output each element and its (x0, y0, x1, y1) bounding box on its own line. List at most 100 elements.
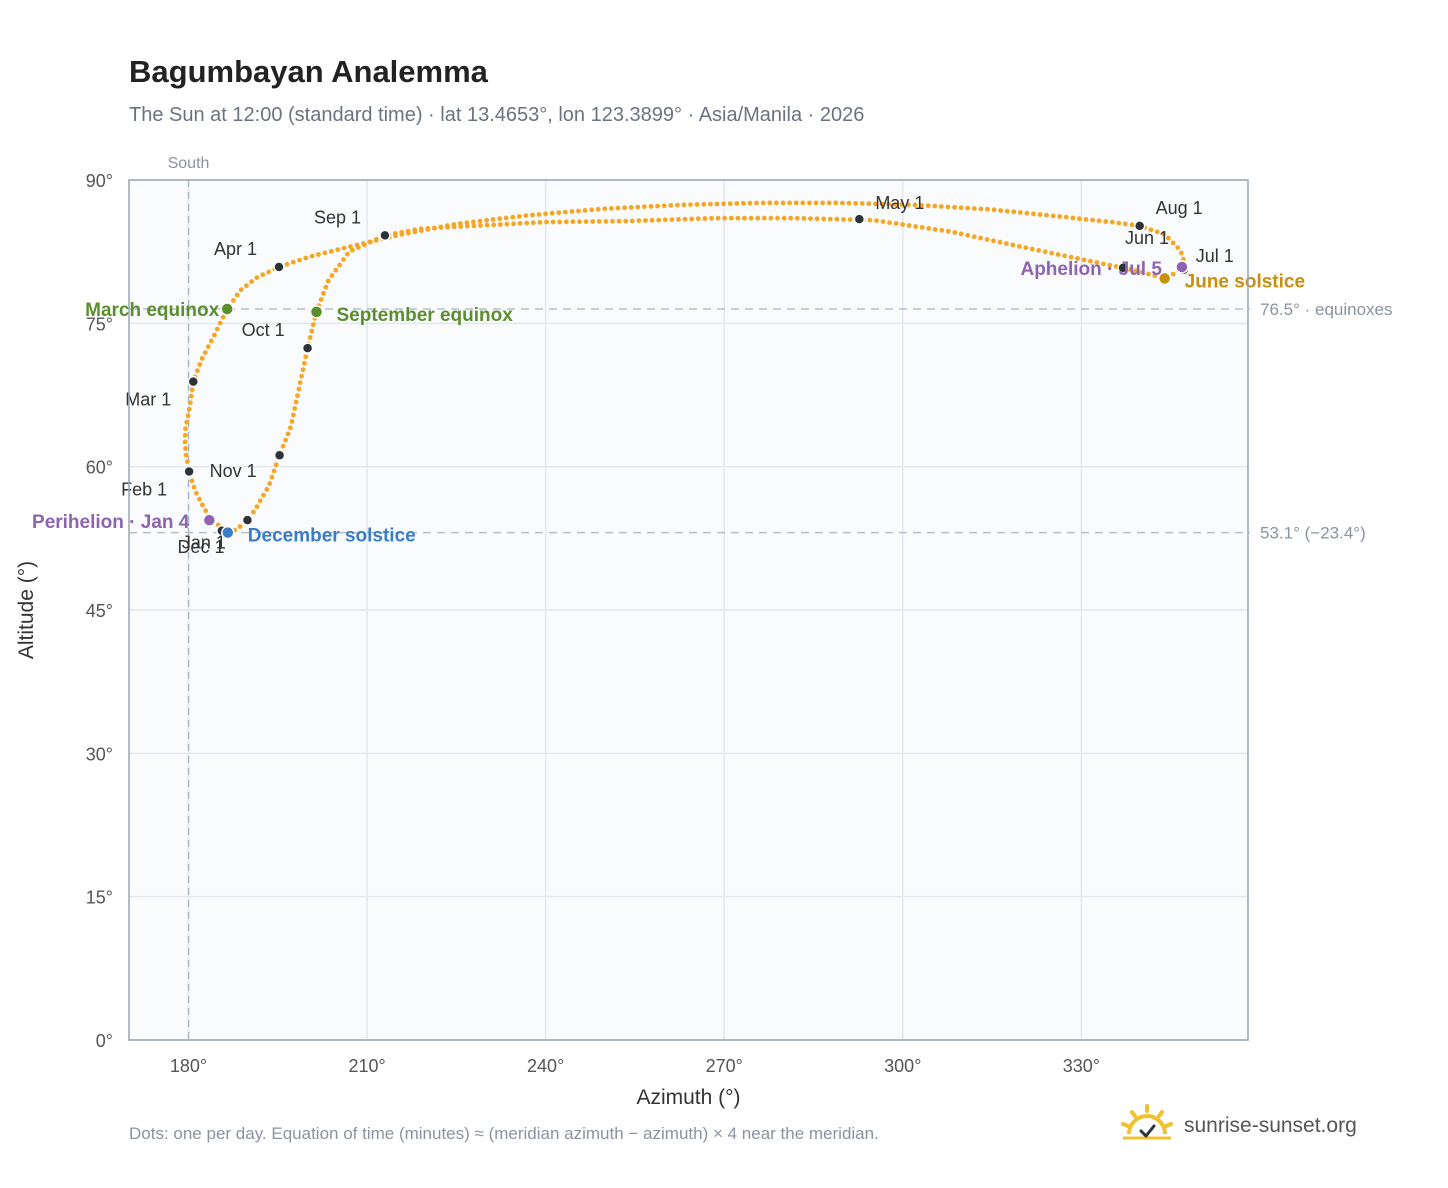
day-dot (523, 213, 529, 219)
month-marker: May 1 (853, 193, 924, 225)
day-dot (337, 262, 342, 268)
day-dot (530, 212, 535, 218)
day-dot (1094, 260, 1100, 265)
day-dot (374, 236, 379, 242)
day-dot (900, 222, 905, 227)
day-dot (471, 223, 477, 229)
day-dot (1077, 216, 1082, 222)
day-dot (1109, 219, 1115, 225)
day-dot (297, 380, 303, 385)
day-dot (191, 484, 197, 490)
day-dot (1088, 258, 1093, 264)
day-dot (906, 223, 912, 228)
south-label: South (168, 155, 210, 172)
month-dot (379, 229, 391, 242)
month-dot (183, 465, 195, 478)
day-dot (1179, 250, 1184, 256)
day-dot (583, 219, 589, 225)
day-dot (328, 248, 334, 254)
day-dot (189, 478, 195, 484)
day-dot (932, 203, 938, 209)
day-dot (655, 203, 660, 209)
event-label: Aphelion · Jul 5 (1020, 259, 1162, 280)
day-dot (341, 257, 346, 262)
day-dot (321, 290, 326, 296)
day-dot (543, 211, 548, 217)
event-marker: December solstice (221, 526, 416, 547)
x-axis-label: Azimuth (°) (636, 1086, 740, 1109)
day-dot (183, 452, 189, 458)
day-dot (800, 200, 806, 206)
day-dot (589, 207, 595, 213)
day-dot (1103, 219, 1109, 224)
day-dot (827, 216, 833, 222)
day-dot (913, 224, 919, 229)
day-dot (775, 215, 780, 221)
month-dot (241, 514, 254, 526)
day-dot (834, 216, 840, 222)
day-dot (879, 201, 885, 207)
day-dot (214, 326, 220, 332)
day-dot (675, 202, 680, 208)
day-dot (205, 344, 211, 350)
brand-name: sunrise-sunset.org (1184, 1114, 1357, 1137)
day-dot (1010, 242, 1016, 248)
day-dot (847, 217, 853, 223)
day-dot (267, 481, 273, 486)
chart-subtitle: The Sun at 12:00 (standard time) · lat 1… (129, 104, 865, 126)
day-dot (412, 227, 418, 233)
day-dot (280, 443, 286, 449)
day-dot (1166, 235, 1171, 241)
day-dot (978, 206, 984, 212)
day-dot (231, 298, 236, 303)
day-dot (260, 272, 266, 278)
day-dot (866, 201, 872, 207)
day-dot (1042, 249, 1048, 255)
day-dot (368, 239, 373, 245)
day-dot (1031, 211, 1036, 217)
day-dot (628, 205, 634, 210)
day-dot (709, 215, 714, 221)
month-dot (301, 342, 314, 354)
day-dot (1139, 269, 1145, 275)
day-dot (237, 524, 243, 529)
day-dot (892, 202, 898, 207)
day-dot (919, 225, 925, 230)
day-dot (288, 425, 293, 431)
day-dot (648, 204, 654, 209)
day-dot (209, 338, 214, 344)
day-dot (1154, 229, 1160, 235)
day-dot (841, 217, 846, 222)
day-dot (662, 217, 668, 223)
brand[interactable]: sunrise-sunset.org (1120, 1104, 1357, 1148)
day-dot (238, 287, 244, 293)
day-dot (925, 203, 931, 209)
event-dot (220, 302, 234, 316)
day-dot (689, 216, 695, 222)
day-dot (945, 228, 951, 234)
day-dot (184, 459, 190, 464)
day-dot (595, 206, 601, 212)
day-dot (296, 386, 302, 392)
day-dot (1090, 217, 1095, 223)
day-dot (649, 217, 655, 223)
day-dot (643, 218, 648, 223)
month-marker: Mar 1 (125, 375, 200, 410)
day-dot (767, 200, 773, 206)
day-dot (1023, 245, 1029, 251)
day-dot (826, 200, 832, 206)
day-dot (350, 247, 355, 253)
day-dot (295, 393, 300, 398)
month-dot (187, 375, 200, 388)
day-dot (323, 284, 329, 290)
day-dot (309, 328, 315, 334)
day-dot (1083, 217, 1089, 222)
event-label: December solstice (248, 526, 416, 547)
day-dot (616, 218, 622, 224)
day-dot (721, 201, 726, 207)
day-dot (688, 202, 693, 208)
month-marker: Feb 1 (121, 465, 195, 499)
day-dot (702, 216, 708, 221)
day-dot (874, 218, 879, 224)
